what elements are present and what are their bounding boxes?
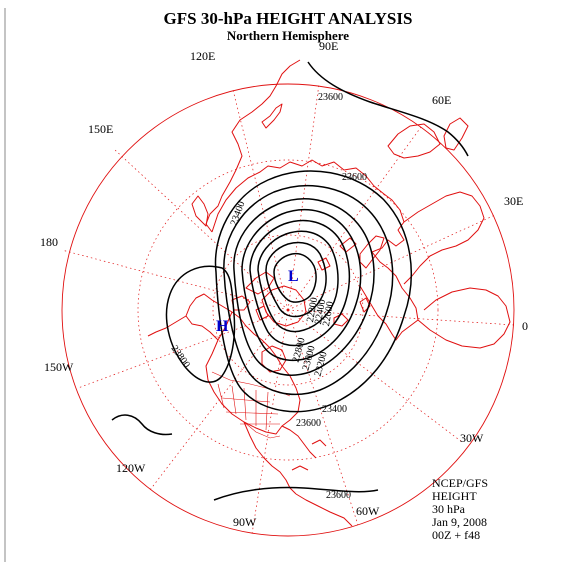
contour-label: 22400: [313, 299, 328, 326]
lon-label-150e: 150E: [88, 122, 113, 136]
info-forecast-time: 00Z + f48: [432, 528, 480, 542]
meridian-30w: [287, 309, 463, 443]
coast-greenland: [261, 285, 307, 327]
contour-label: 23800: [169, 343, 192, 370]
coast-sea-asia: [387, 123, 441, 159]
lon-label-0: 0: [522, 319, 528, 333]
contour-label: 23600: [326, 490, 351, 501]
coast-svalbard: [317, 237, 357, 271]
contour-label: 23600: [342, 172, 367, 183]
border-us-states: [217, 383, 280, 431]
contour-label: 22600: [321, 301, 336, 328]
contour-23600-bottom: [213, 486, 379, 501]
contour-label: 22200: [305, 297, 320, 324]
coast-scandinavia: [359, 235, 385, 269]
info-source: NCEP/GFS: [432, 476, 488, 490]
coast-japan: [261, 103, 283, 129]
meridian-150e: [114, 149, 289, 311]
coast-central-america: [243, 421, 297, 495]
contour-fragment-left: [111, 414, 173, 436]
contour-23600-outer: [214, 170, 413, 413]
contour-22200: [273, 252, 317, 303]
border-us-mexico: [243, 421, 281, 439]
meridian-150w: [77, 309, 289, 389]
lon-label-150w: 150W: [44, 360, 74, 374]
coast-asia-south: [403, 191, 485, 285]
coastlines: [147, 59, 511, 527]
coast-caribbean: [281, 425, 327, 471]
coast-uk: [359, 297, 371, 313]
info-date: Jan 9, 2008: [432, 515, 487, 529]
map-title: GFS 30-hPa HEIGHT ANALYSIS: [164, 9, 413, 28]
contour-23000: [241, 209, 362, 362]
contour-23800-high: [165, 265, 236, 383]
info-level: 30 hPa: [432, 502, 466, 516]
meridian-0: [287, 309, 515, 326]
coast-asia-north: [211, 159, 405, 253]
coast-india: [443, 117, 469, 151]
info-block: NCEP/GFS HEIGHT 30 hPa Jan 9, 2008 00Z +…: [432, 476, 488, 542]
low-center-symbol: L: [288, 268, 299, 285]
meridian-180: [61, 249, 289, 311]
coast-kamchatka: [191, 195, 209, 227]
meridian-90e: [287, 83, 320, 311]
meridian-60w: [287, 309, 359, 526]
contour-label: 23600: [296, 418, 321, 429]
coast-arctic-islands: [231, 271, 275, 321]
lon-label-120w: 120W: [116, 461, 146, 475]
meridian-60e: [287, 126, 422, 311]
high-center-symbol: H: [216, 318, 229, 335]
contour-23600-top: [307, 61, 469, 157]
coast-asia-east: [205, 59, 301, 233]
contour-22400: [265, 241, 327, 318]
latitude-circle-30: [137, 159, 439, 461]
contour-22800: [249, 219, 351, 347]
lon-label-120e: 120E: [190, 49, 215, 63]
lon-label-60w: 60W: [356, 504, 380, 518]
contour-label: 23600: [318, 92, 343, 103]
contour-23400: [223, 184, 394, 396]
lon-label-180: 180: [40, 235, 58, 249]
contour-23200: [233, 198, 375, 376]
height-contours: [111, 61, 469, 501]
lon-label-90e: 90E: [319, 39, 338, 53]
meridian-90w: [251, 309, 289, 535]
longitude-labels: 90E 60E 30E 0 30W 60W 90W 120W 150W 180 …: [40, 39, 528, 529]
lon-label-30w: 30W: [460, 431, 484, 445]
lon-label-30e: 30E: [504, 194, 523, 208]
hemisphere-rim: [61, 83, 515, 537]
coast-south-america: [295, 493, 353, 527]
contour-label: 23400: [322, 404, 347, 415]
map-subtitle: Northern Hemisphere: [227, 28, 349, 43]
contour-22600: [257, 230, 339, 333]
coast-africa: [417, 287, 511, 349]
coast-alaska: [185, 293, 233, 341]
info-field: HEIGHT: [432, 489, 477, 503]
lon-label-60e: 60E: [432, 93, 451, 107]
coast-aleutians: [147, 315, 187, 337]
lon-label-90w: 90W: [233, 515, 257, 529]
